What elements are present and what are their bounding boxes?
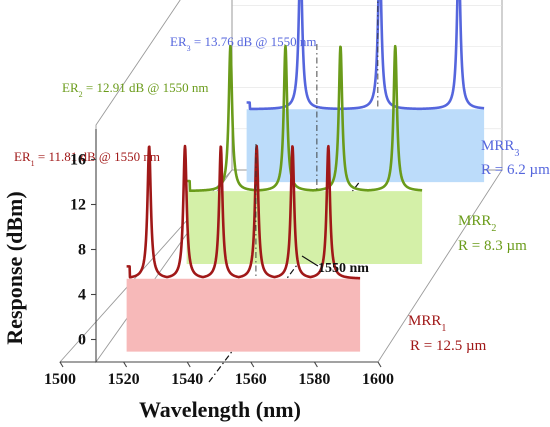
y-tick-label: 12: [70, 197, 86, 214]
x-tick-label: 1580: [298, 371, 330, 388]
y-axis-title: Response (dBm): [2, 191, 27, 344]
extinction-ratio-label: ER3 = 13.76 dB @ 1550 nm: [170, 34, 316, 53]
series-label: MRR3: [481, 138, 519, 159]
x-tick-label: 1540: [171, 371, 203, 388]
series-label: MRR2: [458, 213, 496, 234]
x-axis-title: Wavelength (nm): [139, 397, 301, 422]
y-tick-label: 8: [78, 242, 86, 259]
series-label: MRR1: [408, 313, 446, 334]
radius-label: R = 8.3 µm: [458, 238, 527, 254]
series-line: [185, 44, 424, 193]
x-tick: [313, 361, 318, 368]
marker-arrow: [301, 255, 319, 267]
radius-label: R = 6.2 µm: [481, 162, 550, 178]
x-tick: [377, 361, 382, 368]
series-mrr3: MRR3 R = 6.2 µm ER3 = 13.76 dB @ 1550 nm: [170, 0, 550, 183]
radius-label: R = 12.5 µm: [410, 338, 487, 354]
x-tick: [250, 361, 255, 368]
y-tick-label: 16: [70, 152, 86, 169]
y-tick-label: 4: [78, 287, 86, 304]
x-tick: [186, 361, 191, 368]
series-mrr1: MRR1 R = 12.5 µm ER1 = 11.81 dB @ 1550 nm: [14, 144, 487, 354]
labels: 1550 nm Wavelength (nm) Response (dBm): [2, 191, 369, 422]
x-tick-label: 1520: [108, 371, 140, 388]
series-line: [125, 144, 362, 280]
marker-label: 1550 nm: [318, 261, 369, 276]
series-line: [245, 0, 486, 111]
x-tick-label: 1600: [362, 371, 394, 388]
axes: 0 4 8 12 16 1500 1520 1540 1560 1580 1600: [44, 129, 394, 388]
extinction-ratio-label: ER2 = 12.91 dB @ 1550 nm: [62, 80, 208, 99]
x-tick-label: 1500: [44, 371, 76, 388]
extinction-ratio-label: ER1 = 11.81 dB @ 1550 nm: [14, 149, 160, 168]
x-tick: [123, 361, 128, 368]
x-tick-label: 1560: [235, 371, 267, 388]
series-fill: [246, 109, 485, 183]
x-tick: [59, 361, 64, 368]
series-fill: [126, 278, 361, 352]
y-tick-label: 0: [78, 332, 86, 349]
